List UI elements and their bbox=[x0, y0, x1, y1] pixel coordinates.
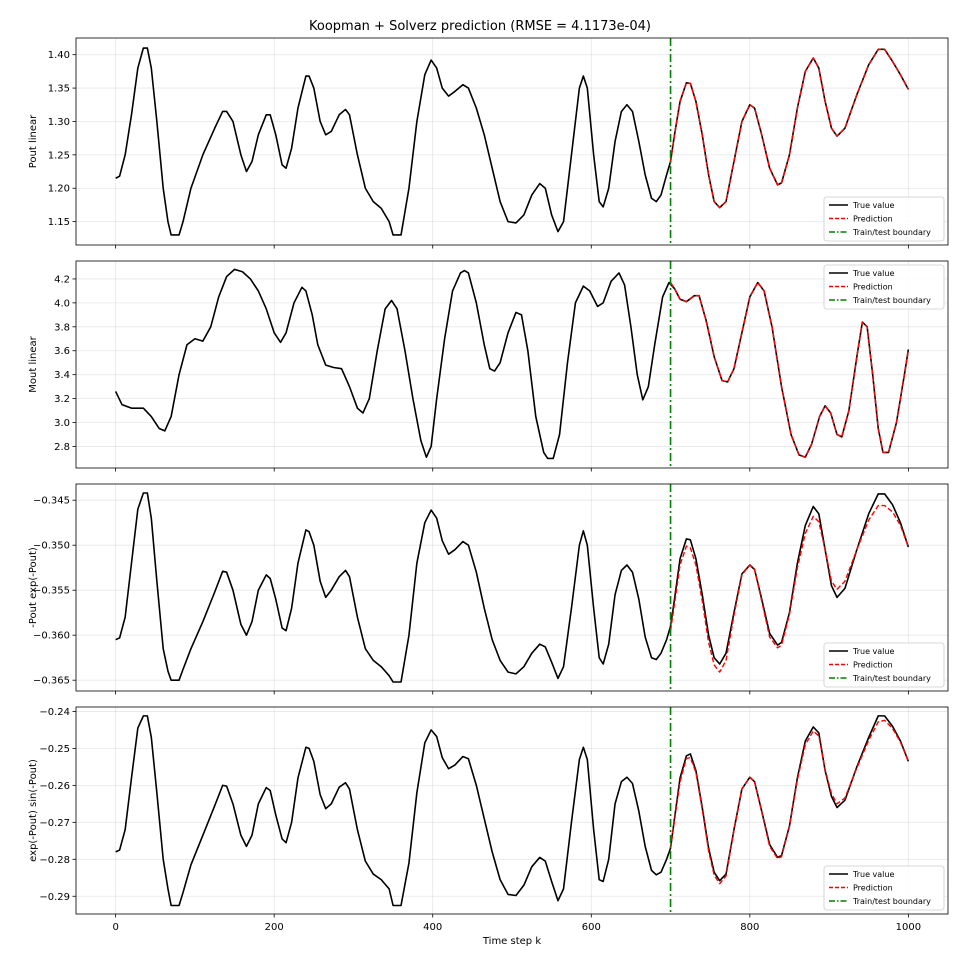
legend-box bbox=[823, 196, 945, 242]
x-tick-label: 200 bbox=[265, 922, 284, 933]
y-tick-label: 3.6 bbox=[54, 346, 70, 357]
legend-entry-label: True value bbox=[852, 870, 894, 879]
legend: True value Prediction Train/test boundary bbox=[823, 865, 945, 911]
y-tick-label: −0.24 bbox=[39, 707, 70, 718]
legend-box bbox=[823, 642, 945, 688]
y-tick-label: 4.0 bbox=[54, 298, 70, 309]
y-tick-label: −0.28 bbox=[39, 855, 70, 866]
y-tick-label: −0.345 bbox=[33, 496, 70, 507]
legend-entry-label: Train/test boundary bbox=[852, 296, 931, 305]
y-axis-label: -Pout exp(-Pout) bbox=[28, 547, 39, 628]
y-tick-label: 3.4 bbox=[54, 370, 70, 381]
subplot-4: −0.29 −0.28 −0.27 −0.26 −0.25 −0.24 0 200 400 600… bbox=[28, 706, 949, 933]
x-tick-label: 400 bbox=[423, 922, 442, 933]
x-tick-label: 1000 bbox=[896, 922, 921, 933]
y-tick-label: −0.25 bbox=[39, 744, 70, 755]
legend-entry-label: Train/test boundary bbox=[852, 897, 931, 906]
legend-entry-label: Prediction bbox=[853, 215, 893, 224]
y-tick-label: 3.0 bbox=[54, 418, 70, 429]
y-tick-label: 4.2 bbox=[54, 274, 70, 285]
y-tick-label: 1.15 bbox=[48, 217, 70, 228]
y-axis-label: Mout linear bbox=[28, 335, 39, 392]
legend-entry-label: True value bbox=[852, 647, 894, 656]
legend: True value Prediction Train/test boundary bbox=[823, 196, 945, 242]
y-tick-label: −0.350 bbox=[33, 541, 70, 552]
prediction-line bbox=[669, 719, 910, 885]
legend-entry-label: Prediction bbox=[853, 661, 893, 670]
x-tick-label: 800 bbox=[740, 922, 759, 933]
subplot-1: 1.15 1.20 1.25 1.30 1.35 1.40 Pout linear True … bbox=[28, 37, 949, 249]
y-axis-label: exp(-Pout) sin(-Pout) bbox=[28, 759, 39, 862]
subplot-2: 2.8 3.0 3.2 3.4 3.6 3.8 4.0 4.2 Mout linear True … bbox=[28, 260, 949, 472]
legend-box bbox=[823, 264, 945, 310]
subplot-3: −0.365 −0.360 −0.355 −0.350 −0.345 -Pout exp(… bbox=[28, 483, 949, 695]
legend-entry-label: True value bbox=[852, 201, 894, 210]
y-tick-label: −0.29 bbox=[39, 892, 70, 903]
axes-frame bbox=[75, 706, 949, 915]
y-tick-label: −0.365 bbox=[33, 676, 70, 687]
axes-frame bbox=[75, 37, 949, 246]
legend: True value Prediction Train/test boundary bbox=[823, 642, 945, 688]
y-tick-label: −0.360 bbox=[33, 631, 70, 642]
legend: True value Prediction Train/test boundary bbox=[823, 264, 945, 310]
y-tick-label: 1.35 bbox=[48, 84, 70, 95]
legend-entry-label: Train/test boundary bbox=[852, 228, 931, 237]
x-axis-label: Time step k bbox=[482, 936, 541, 947]
true-value-line bbox=[114, 268, 910, 460]
y-tick-label: 1.20 bbox=[48, 184, 70, 195]
y-tick-label: 1.40 bbox=[48, 50, 70, 61]
legend-entry-label: Prediction bbox=[853, 283, 893, 292]
y-tick-label: 1.25 bbox=[48, 150, 70, 161]
figure-title: Koopman + Solverz prediction (RMSE = 4.1… bbox=[309, 19, 651, 34]
axes-frame bbox=[75, 483, 949, 692]
prediction-line bbox=[669, 48, 909, 209]
y-axis-label: Pout linear bbox=[28, 114, 39, 168]
axes-frame bbox=[75, 260, 949, 469]
legend-box bbox=[823, 865, 945, 911]
subplots: 1.15 1.20 1.25 1.30 1.35 1.40 Pout linear True … bbox=[28, 37, 949, 933]
y-tick-label: 3.2 bbox=[54, 394, 70, 405]
y-tick-label: −0.355 bbox=[33, 586, 70, 597]
y-tick-label: 2.8 bbox=[54, 442, 70, 453]
y-tick-label: 1.30 bbox=[48, 117, 70, 128]
true-value-line bbox=[115, 715, 910, 907]
y-tick-label: 3.8 bbox=[54, 322, 70, 333]
legend-entry-label: Prediction bbox=[853, 884, 893, 893]
legend-entry-label: True value bbox=[852, 269, 894, 278]
prediction-line bbox=[669, 504, 910, 673]
true-value-line bbox=[115, 492, 910, 683]
y-tick-label: −0.27 bbox=[39, 818, 70, 829]
x-tick-label: 600 bbox=[582, 922, 601, 933]
y-tick-label: −0.26 bbox=[39, 781, 70, 792]
x-tick-label: 0 bbox=[112, 922, 118, 933]
legend-entry-label: Train/test boundary bbox=[852, 674, 931, 683]
